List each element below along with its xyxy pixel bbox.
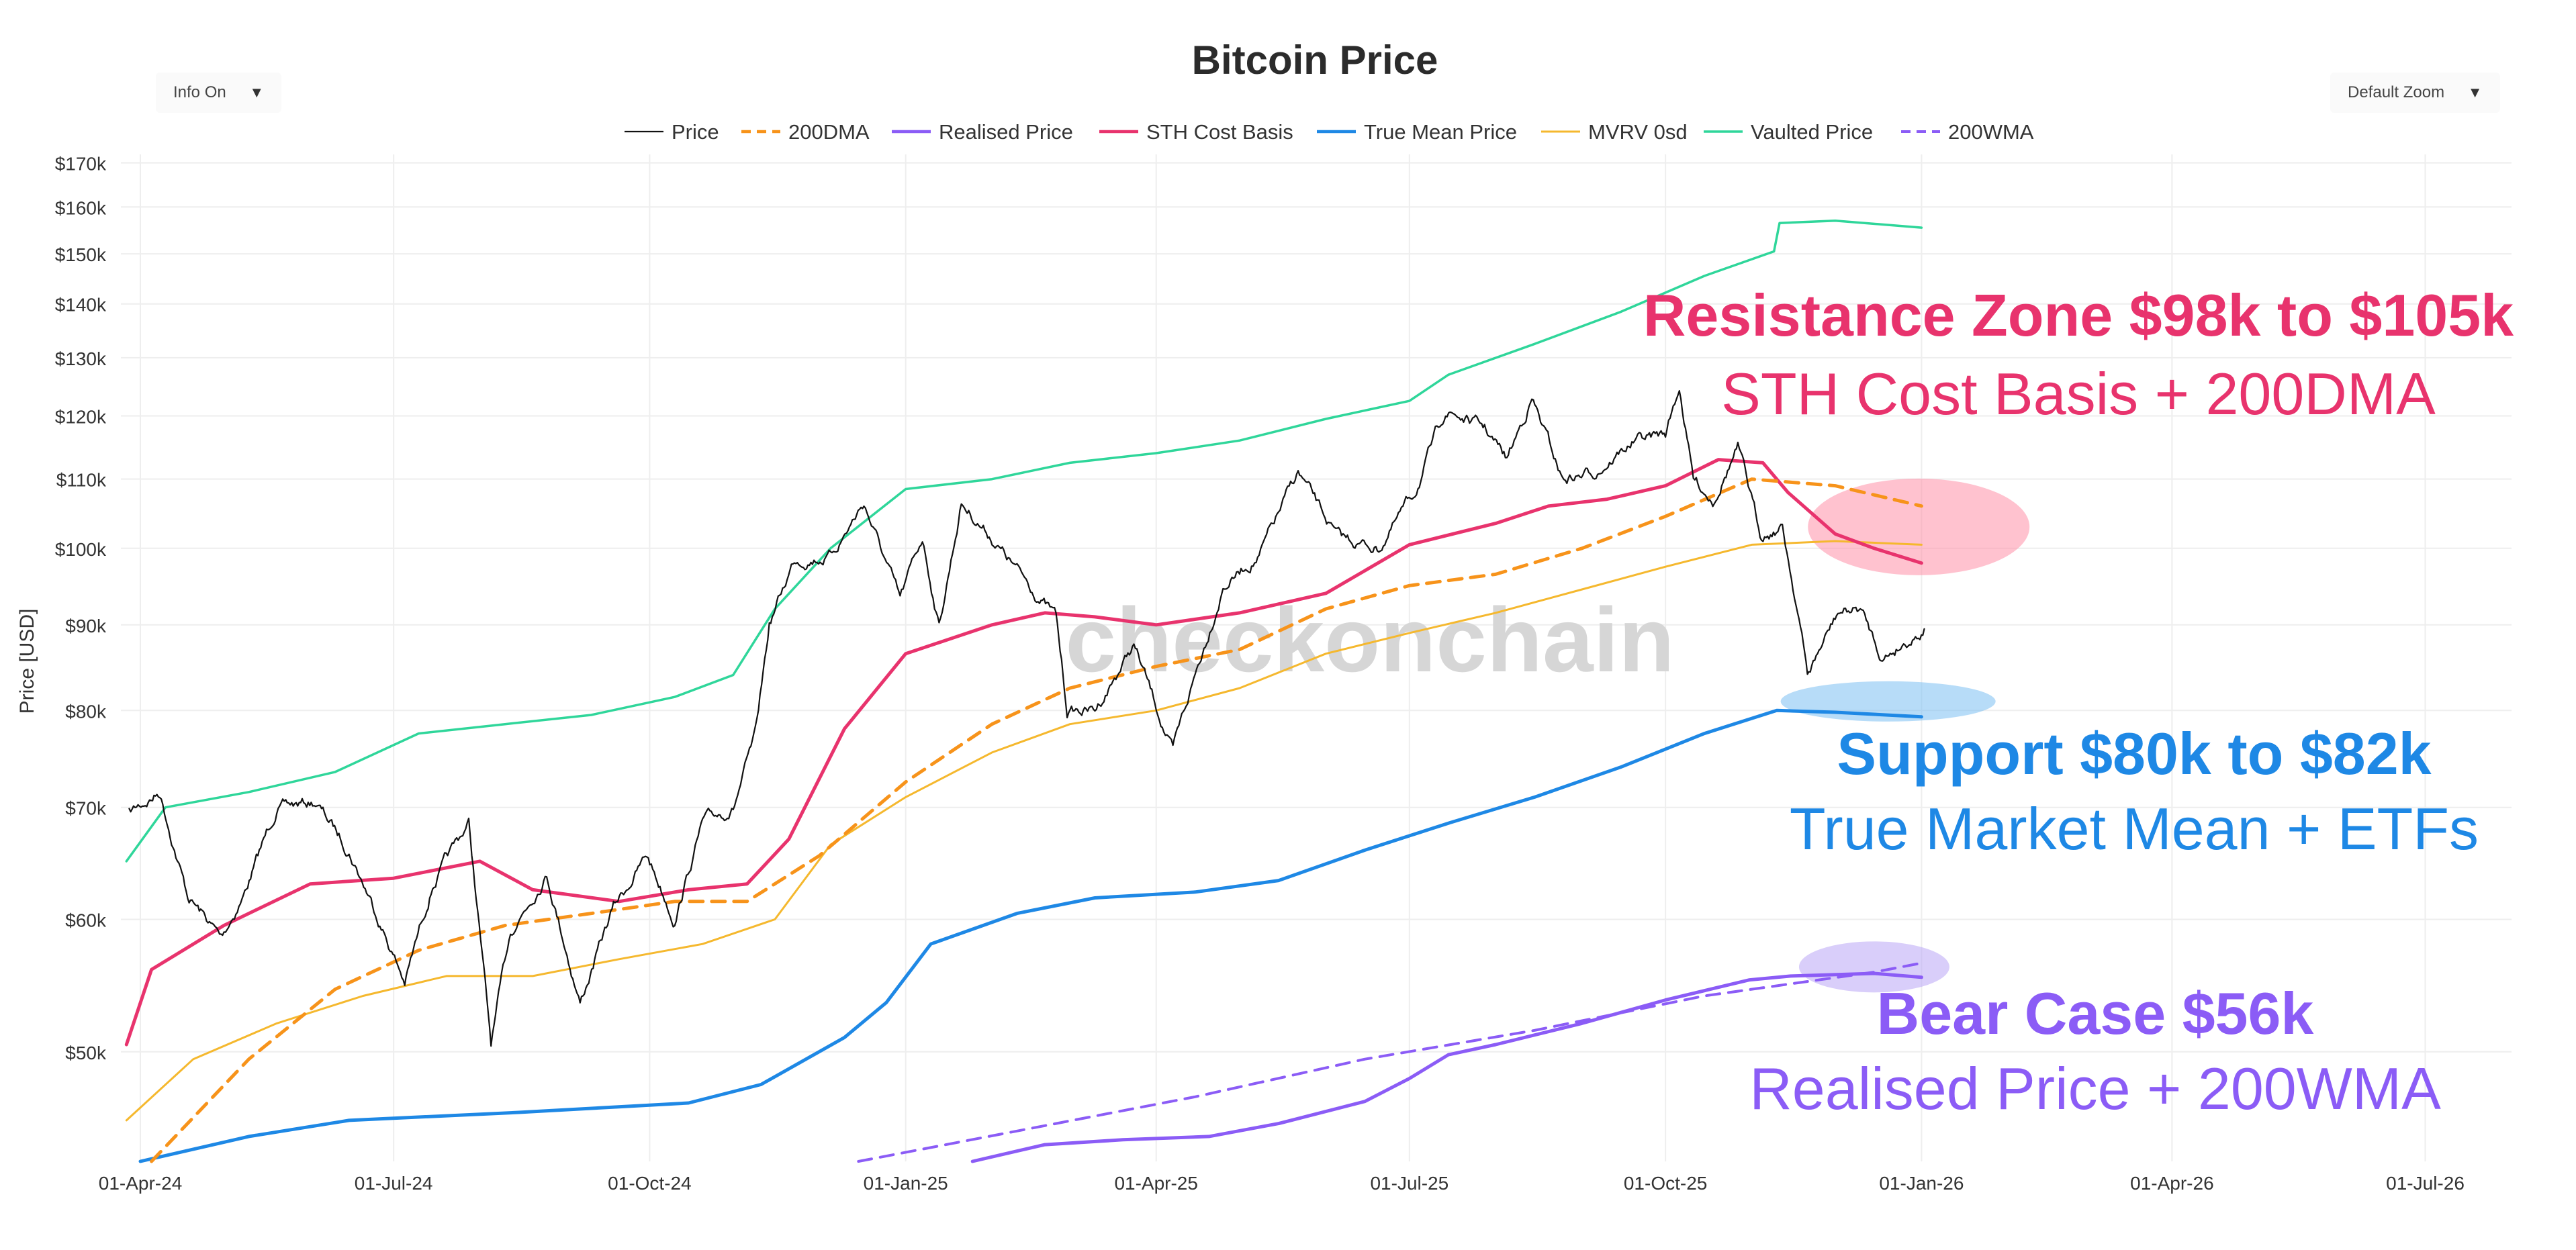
bear-case-zone-highlight [1798, 941, 1949, 993]
x-tick-label: 01-Jul-24 [355, 1173, 433, 1194]
info-toggle-label: Info On [173, 83, 226, 101]
legend: Price 200DMA Realised Price STH Cost Basis T… [625, 120, 2034, 144]
legend-label-realised-price: Realised Price [939, 120, 1073, 144]
series-realised-price [970, 971, 1923, 1163]
series-vaulted-price [125, 219, 1923, 863]
x-tick-label: 01-Jul-25 [1370, 1173, 1448, 1194]
support-annotation-title: Support $80k to $82k [1837, 720, 2432, 787]
grid-layer [121, 154, 2512, 1161]
series-layer [124, 219, 1925, 1163]
y-tick-label: $120k [55, 407, 107, 428]
chevron-down-icon: ▼ [249, 84, 265, 101]
x-tick-label: 01-Apr-26 [2130, 1173, 2214, 1194]
annotations: Resistance Zone $98k to $105k STH Cost Ba… [1643, 282, 2514, 1122]
x-tick-label: 01-Jul-26 [2386, 1173, 2465, 1194]
watermark: checkonchain [1066, 589, 1675, 691]
legend-label-mvrv-0sd: MVRV 0sd [1588, 120, 1688, 144]
axis-layer: $50k $60k $70k $80k $90k $100k $110k $120k $130k… [55, 154, 2465, 1194]
y-tick-label: $130k [55, 348, 107, 369]
y-tick-label: $110k [56, 470, 107, 491]
bear-case-annotation-subtitle: Realised Price + 200WMA [1749, 1055, 2441, 1122]
x-tick-label: 01-Jan-25 [864, 1173, 948, 1194]
y-tick-label: $150k [55, 244, 107, 265]
info-toggle-button[interactable]: Info On ▼ [156, 73, 282, 113]
legend-label-vaulted-price: Vaulted Price [1751, 120, 1873, 144]
x-tick-label: 01-Apr-24 [99, 1173, 183, 1194]
support-annotation-subtitle: True Market Mean + ETFs [1790, 796, 2479, 862]
chart-title: Bitcoin Price [1192, 38, 1438, 83]
series-200dma [150, 477, 1923, 1163]
resistance-annotation-title: Resistance Zone $98k to $105k [1643, 282, 2514, 348]
legend-label-true-mean-price: True Mean Price [1364, 120, 1517, 144]
zoom-select-label: Default Zoom [2348, 83, 2445, 101]
legend-label-200wma: 200WMA [1948, 120, 2034, 144]
series-200wma [857, 961, 1923, 1163]
y-tick-label: $100k [55, 539, 107, 560]
series-mvrv-0sd [125, 540, 1923, 1122]
x-tick-label: 01-Apr-25 [1114, 1173, 1198, 1194]
resistance-zone-highlight [1808, 478, 2030, 575]
x-tick-label: 01-Jan-26 [1879, 1173, 1964, 1194]
x-tick-label: 01-Oct-24 [608, 1173, 692, 1194]
zoom-select-button[interactable]: Default Zoom ▼ [2330, 73, 2500, 113]
resistance-annotation-subtitle: STH Cost Basis + 200DMA [1721, 360, 2436, 427]
legend-label-sth-cost-basis: STH Cost Basis [1146, 120, 1293, 144]
y-tick-label: $160k [55, 197, 107, 218]
chevron-down-icon: ▼ [2467, 84, 2483, 101]
series-true-mean-price [138, 708, 1923, 1163]
y-axis-label: Price [USD] [16, 609, 38, 714]
series-price [128, 390, 1925, 1047]
y-tick-label: $60k [65, 910, 107, 931]
series-sth-cost-basis [124, 458, 1923, 1047]
y-tick-label: $170k [55, 154, 107, 175]
bear-case-annotation-title: Bear Case $56k [1877, 980, 2315, 1047]
y-tick-label: $50k [65, 1043, 107, 1063]
y-tick-label: $70k [65, 798, 107, 819]
y-tick-label: $140k [55, 295, 107, 316]
y-tick-label: $90k [65, 616, 107, 636]
legend-label-price: Price [672, 120, 719, 144]
x-tick-label: 01-Oct-25 [1624, 1173, 1708, 1194]
legend-label-200dma: 200DMA [788, 120, 870, 144]
y-tick-label: $80k [65, 701, 107, 722]
